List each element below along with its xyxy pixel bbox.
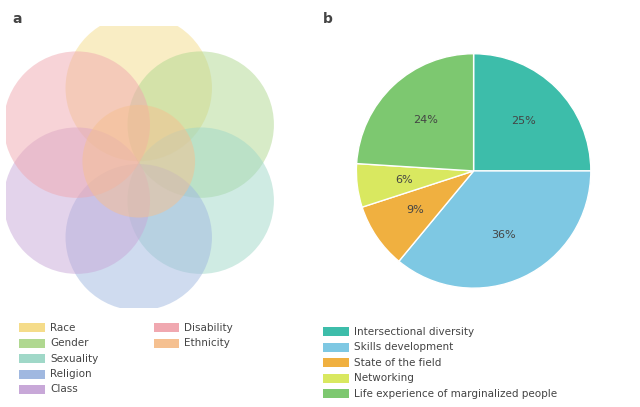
Ellipse shape (4, 51, 150, 198)
Text: Ethnicity: Ethnicity (184, 338, 230, 348)
Wedge shape (474, 54, 591, 171)
Text: Race: Race (50, 323, 76, 333)
Text: Religion: Religion (50, 369, 92, 379)
Ellipse shape (127, 127, 274, 274)
Ellipse shape (127, 51, 274, 198)
Text: b: b (323, 12, 333, 26)
Ellipse shape (65, 15, 212, 161)
Wedge shape (356, 54, 474, 171)
Wedge shape (399, 171, 591, 288)
Text: Class: Class (50, 385, 77, 394)
Text: Life experience of marginalized people: Life experience of marginalized people (354, 389, 557, 398)
Text: 6%: 6% (395, 175, 413, 185)
Text: 25%: 25% (511, 116, 536, 126)
Text: 9%: 9% (406, 206, 424, 215)
Text: a: a (13, 12, 22, 26)
Wedge shape (362, 171, 474, 261)
Ellipse shape (4, 127, 150, 274)
Text: 36%: 36% (492, 230, 516, 240)
Text: Gender: Gender (50, 338, 88, 348)
Wedge shape (356, 164, 474, 207)
Text: Intersectional diversity: Intersectional diversity (354, 327, 474, 337)
Ellipse shape (65, 164, 212, 311)
Text: Sexuality: Sexuality (50, 354, 98, 363)
Text: Networking: Networking (354, 373, 414, 383)
Ellipse shape (83, 105, 195, 218)
Text: Skills development: Skills development (354, 342, 453, 352)
Text: State of the field: State of the field (354, 358, 442, 368)
Text: 24%: 24% (413, 115, 438, 125)
Text: Disability: Disability (184, 323, 233, 333)
